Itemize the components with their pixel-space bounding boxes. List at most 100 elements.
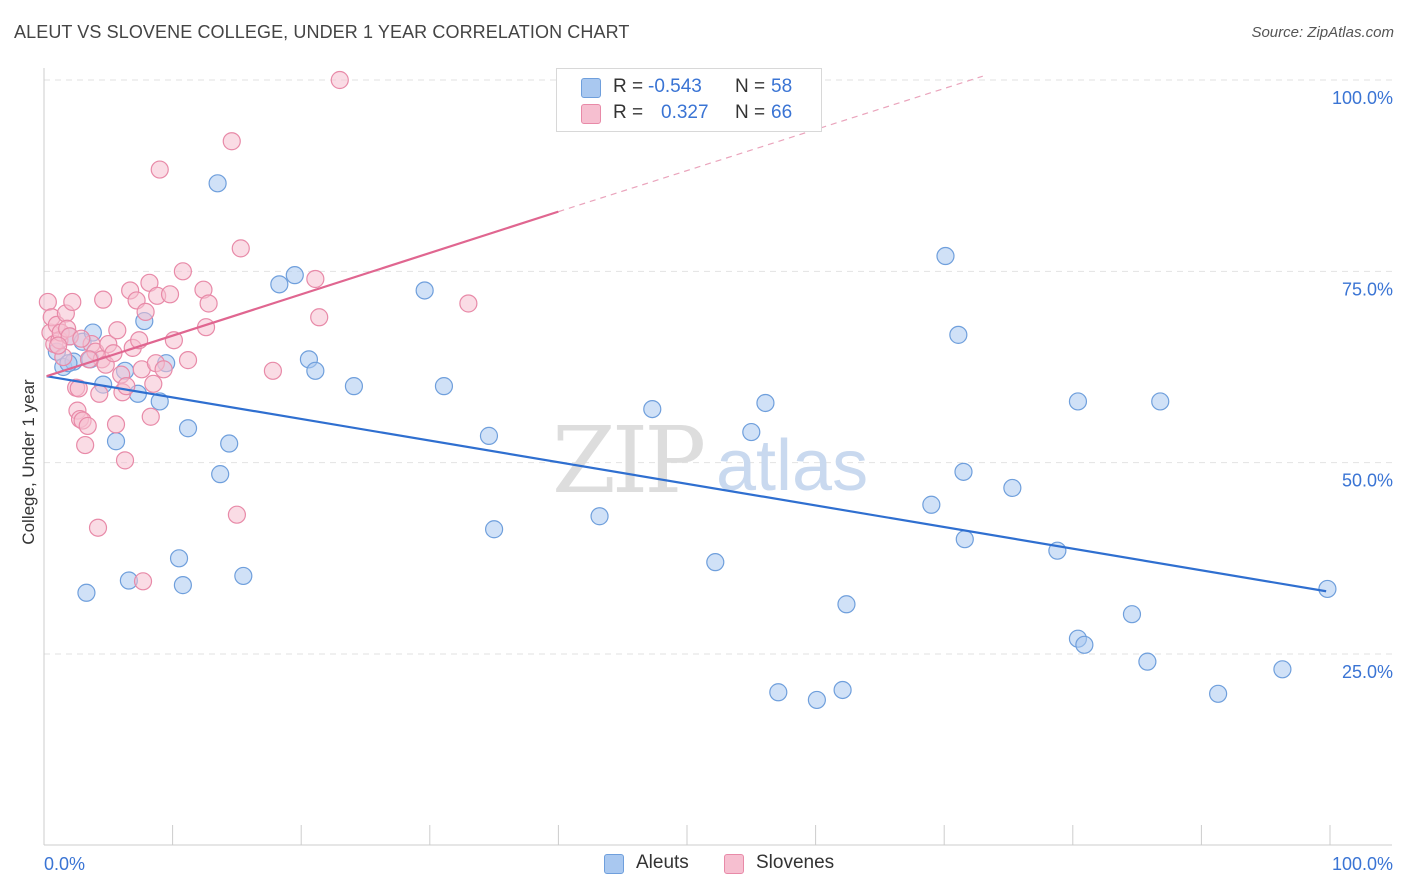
aleut-point (643, 399, 662, 419)
slovene-swatch (581, 104, 601, 124)
aleut-point (285, 266, 304, 285)
n-label: N = (735, 102, 766, 123)
slovene-point (263, 361, 283, 380)
aleut-point (949, 325, 968, 344)
slovene-point (160, 285, 180, 304)
aleut-point (178, 419, 198, 438)
aleut-point (485, 520, 504, 539)
x-tick-label-min: 0.0% (44, 854, 85, 874)
aleut-point (706, 553, 725, 572)
aleut-point (756, 393, 775, 413)
slovene-point (330, 70, 349, 90)
watermark-zip: ZIP (552, 407, 703, 514)
aleut-point (954, 462, 973, 481)
slovene-point (117, 377, 136, 396)
slovene-point (144, 374, 163, 393)
aleut-point (306, 361, 325, 380)
slovene-point (154, 360, 173, 379)
slovene-point (133, 572, 153, 591)
aleut-point (169, 549, 189, 568)
aleuts-label: Aleuts (636, 852, 689, 873)
n-value: 66 (771, 102, 793, 123)
aleut-point (922, 495, 941, 514)
aleut-point (1003, 478, 1022, 498)
aleut-point (270, 275, 289, 294)
aleut-point (955, 530, 974, 549)
slovene-point (222, 132, 241, 151)
aleut-point (77, 583, 96, 602)
slovene-point (88, 518, 108, 537)
aleut-point (173, 576, 192, 595)
slovene-point (306, 269, 325, 289)
slovene-point (104, 344, 123, 363)
slovene-point (94, 290, 113, 309)
slovene-point (78, 416, 97, 436)
slovene-point (108, 321, 127, 340)
slovene-point (115, 451, 135, 470)
aleut-point (590, 507, 609, 526)
y-tick-label: 75.0% (1342, 279, 1393, 299)
aleut-point (150, 392, 169, 411)
aleut-point (220, 434, 239, 453)
slovene-point (199, 294, 218, 313)
x-tick-label-max: 100.0% (1332, 854, 1393, 874)
slovene-point (49, 336, 68, 355)
aleut-point (344, 377, 364, 396)
watermark: ZIP atlas (552, 407, 868, 514)
n-label: N = (735, 76, 766, 97)
aleut-point (434, 377, 454, 396)
aleut-point (837, 595, 856, 614)
aleut-point (208, 174, 227, 193)
slovene-point (106, 415, 126, 434)
y-tick-label: 100.0% (1332, 88, 1393, 108)
trend-lines (46, 75, 1327, 593)
aleut-point (833, 680, 852, 700)
aleut-point (1122, 605, 1142, 624)
slovene-point (38, 292, 57, 312)
r-label: R = (613, 102, 644, 123)
y-tick-label: 25.0% (1342, 662, 1393, 682)
aleut-point (769, 683, 788, 702)
slovene-point (90, 384, 109, 403)
slovene-point (459, 294, 478, 313)
aleut-trend-line (46, 375, 1327, 593)
aleut-point (807, 690, 826, 710)
aleut-point (1068, 392, 1088, 411)
aleut-point (1138, 652, 1157, 671)
axis-labels: 25.0% 50.0% 75.0% 100.0% 0.0% 100.0% College, … (19, 88, 1393, 874)
slovene-trend-line (46, 210, 559, 378)
y-tick-label: 50.0% (1342, 471, 1393, 491)
y-axis-title: College, Under 1 year (19, 379, 38, 545)
aleut-swatch (604, 854, 624, 874)
slovene-point (141, 407, 160, 426)
slovene-point (150, 160, 169, 179)
aleut-point (479, 426, 499, 445)
stats-legend: R = -0.543 N = 58 R = 0.327 N = 66 (556, 68, 822, 132)
grid-lines (44, 79, 1392, 655)
slovene-point (310, 308, 329, 327)
aleut-point (1273, 660, 1292, 679)
slovene-point (173, 262, 192, 281)
slovene-point (136, 302, 155, 321)
slovene-point (69, 379, 88, 398)
r-value: 0.327 (661, 102, 709, 123)
slovene-points (38, 70, 478, 591)
axes (43, 68, 1392, 846)
slovene-point (76, 435, 95, 455)
aleut-point (742, 422, 761, 442)
chart-title: ALEUT VS SLOVENE COLLEGE, UNDER 1 YEAR C… (14, 22, 630, 42)
aleut-point (1318, 579, 1337, 599)
slovene-trend-extension (558, 75, 983, 213)
r-value: -0.543 (648, 76, 702, 97)
slovene-swatch (724, 854, 744, 874)
n-value: 58 (771, 76, 793, 97)
aleut-point (936, 246, 955, 266)
slovene-point (231, 239, 250, 258)
source-label: Source: ZipAtlas.com (1251, 24, 1394, 41)
aleut-point (1151, 392, 1170, 411)
aleut-point (211, 465, 230, 484)
watermark-atlas: atlas (716, 426, 868, 506)
slovenes-label: Slovenes (756, 852, 835, 873)
aleut-point (415, 281, 434, 300)
